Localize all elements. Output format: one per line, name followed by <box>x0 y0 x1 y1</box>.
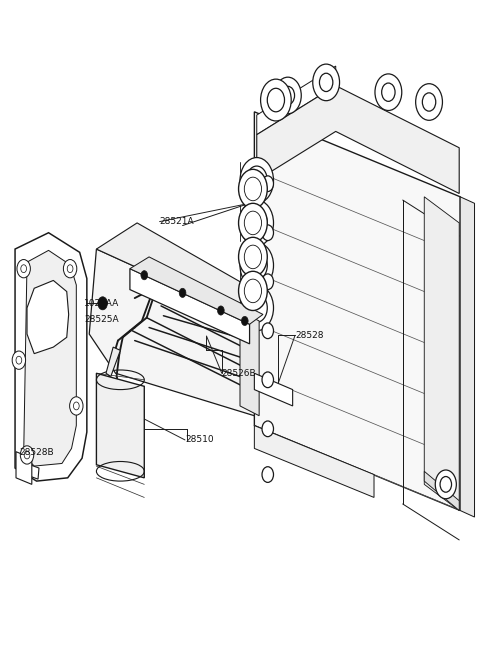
Circle shape <box>246 251 267 280</box>
Circle shape <box>416 84 443 121</box>
Circle shape <box>262 467 274 482</box>
Circle shape <box>63 259 77 278</box>
Circle shape <box>246 208 267 237</box>
Circle shape <box>440 477 452 492</box>
Circle shape <box>12 351 25 369</box>
Circle shape <box>246 166 267 195</box>
Circle shape <box>262 372 274 388</box>
Polygon shape <box>16 452 32 484</box>
Circle shape <box>261 79 291 121</box>
Text: 28510: 28510 <box>185 436 214 445</box>
Polygon shape <box>20 462 39 479</box>
Text: 28528B: 28528B <box>20 449 54 457</box>
Polygon shape <box>96 223 269 321</box>
Circle shape <box>239 271 267 310</box>
Circle shape <box>179 288 186 297</box>
Polygon shape <box>257 66 336 135</box>
Circle shape <box>21 265 26 272</box>
Circle shape <box>239 237 267 276</box>
Circle shape <box>20 446 34 464</box>
Polygon shape <box>240 311 259 416</box>
Text: 28528: 28528 <box>295 331 324 340</box>
Text: 28521A: 28521A <box>159 217 194 226</box>
Circle shape <box>16 356 22 364</box>
Circle shape <box>239 170 267 208</box>
Circle shape <box>239 203 267 242</box>
Circle shape <box>98 297 108 310</box>
Circle shape <box>313 64 339 101</box>
Polygon shape <box>24 250 76 466</box>
Polygon shape <box>15 233 87 481</box>
Circle shape <box>244 177 262 200</box>
Circle shape <box>275 77 301 114</box>
Polygon shape <box>254 426 374 497</box>
Circle shape <box>246 293 267 322</box>
Polygon shape <box>254 112 460 510</box>
Circle shape <box>217 306 224 315</box>
Circle shape <box>240 158 274 203</box>
Circle shape <box>73 402 79 410</box>
Circle shape <box>422 93 436 111</box>
Circle shape <box>281 86 295 105</box>
Circle shape <box>244 211 262 234</box>
Circle shape <box>262 421 274 437</box>
Circle shape <box>67 265 73 272</box>
Polygon shape <box>460 196 475 517</box>
Circle shape <box>262 176 274 191</box>
Circle shape <box>241 316 248 326</box>
Circle shape <box>240 285 274 331</box>
Polygon shape <box>257 86 459 193</box>
Circle shape <box>267 88 285 112</box>
Circle shape <box>262 225 274 240</box>
Circle shape <box>435 470 456 498</box>
Text: 28525A: 28525A <box>84 315 119 324</box>
Polygon shape <box>424 472 459 510</box>
Polygon shape <box>424 196 459 510</box>
Circle shape <box>70 397 83 415</box>
Circle shape <box>382 83 395 102</box>
Circle shape <box>375 74 402 111</box>
Polygon shape <box>27 280 69 354</box>
Polygon shape <box>89 249 254 416</box>
Polygon shape <box>130 257 263 324</box>
Polygon shape <box>106 347 120 377</box>
Circle shape <box>244 279 262 303</box>
Polygon shape <box>254 373 293 406</box>
Circle shape <box>24 451 30 459</box>
Circle shape <box>244 245 262 269</box>
Circle shape <box>320 73 333 92</box>
Circle shape <box>262 323 274 339</box>
Circle shape <box>262 274 274 290</box>
Text: 28526B: 28526B <box>222 369 256 378</box>
Circle shape <box>17 259 30 278</box>
Circle shape <box>240 242 274 288</box>
Circle shape <box>240 200 274 246</box>
Polygon shape <box>130 269 250 344</box>
Circle shape <box>141 271 148 280</box>
Polygon shape <box>96 373 144 478</box>
Text: 1022AA: 1022AA <box>84 299 120 308</box>
